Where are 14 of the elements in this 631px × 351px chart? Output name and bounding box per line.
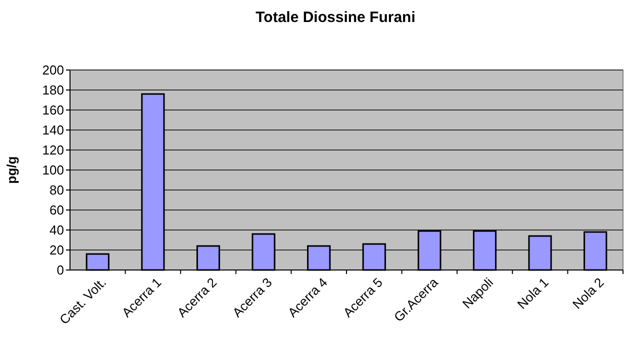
- y-tick-label: 180: [42, 82, 64, 98]
- y-tick-label: 160: [42, 102, 64, 118]
- y-tick-label: 120: [42, 142, 64, 158]
- y-axis-title: pg/g: [4, 156, 19, 184]
- y-tick-label: 100: [42, 162, 64, 178]
- y-tick-label: 20: [50, 242, 64, 258]
- x-tick-label: Nola 2: [570, 274, 607, 312]
- y-tick-label: 200: [42, 62, 64, 78]
- y-tick-label: 80: [50, 182, 64, 198]
- x-tick-label: Nola 1: [514, 274, 552, 312]
- chart-title: Totale Diossine Furani: [256, 9, 416, 26]
- y-tick-label: 40: [50, 222, 64, 238]
- y-tick-label: 60: [50, 202, 64, 218]
- y-tick-label: 140: [42, 122, 64, 138]
